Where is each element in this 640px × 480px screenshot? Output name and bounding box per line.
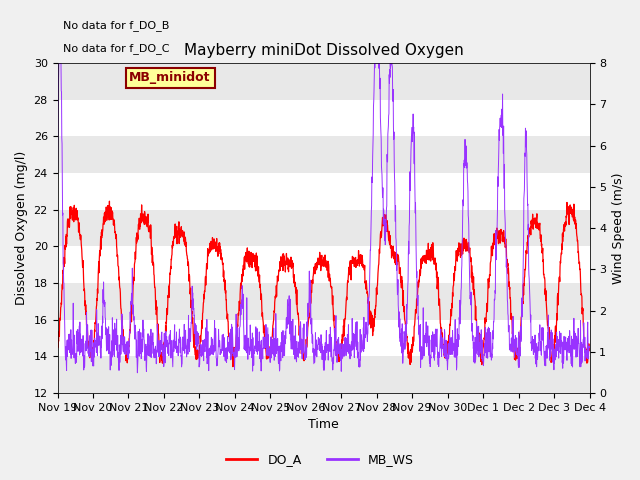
Bar: [58, 173, 589, 210]
Legend: DO_A, MB_WS: DO_A, MB_WS: [221, 448, 419, 471]
Bar: [58, 210, 589, 246]
Bar: [58, 136, 589, 173]
Text: MB_minidot: MB_minidot: [129, 72, 211, 84]
Text: No data for f_DO_C: No data for f_DO_C: [63, 43, 170, 54]
Bar: [58, 320, 589, 357]
Bar: [58, 357, 589, 393]
Bar: [58, 246, 589, 283]
Text: No data for f_DO_B: No data for f_DO_B: [63, 20, 169, 31]
Bar: [58, 283, 589, 320]
Y-axis label: Wind Speed (m/s): Wind Speed (m/s): [612, 172, 625, 284]
Bar: [58, 63, 589, 100]
Title: Mayberry miniDot Dissolved Oxygen: Mayberry miniDot Dissolved Oxygen: [184, 43, 463, 58]
Y-axis label: Dissolved Oxygen (mg/l): Dissolved Oxygen (mg/l): [15, 151, 28, 305]
X-axis label: Time: Time: [308, 419, 339, 432]
Bar: [58, 100, 589, 136]
